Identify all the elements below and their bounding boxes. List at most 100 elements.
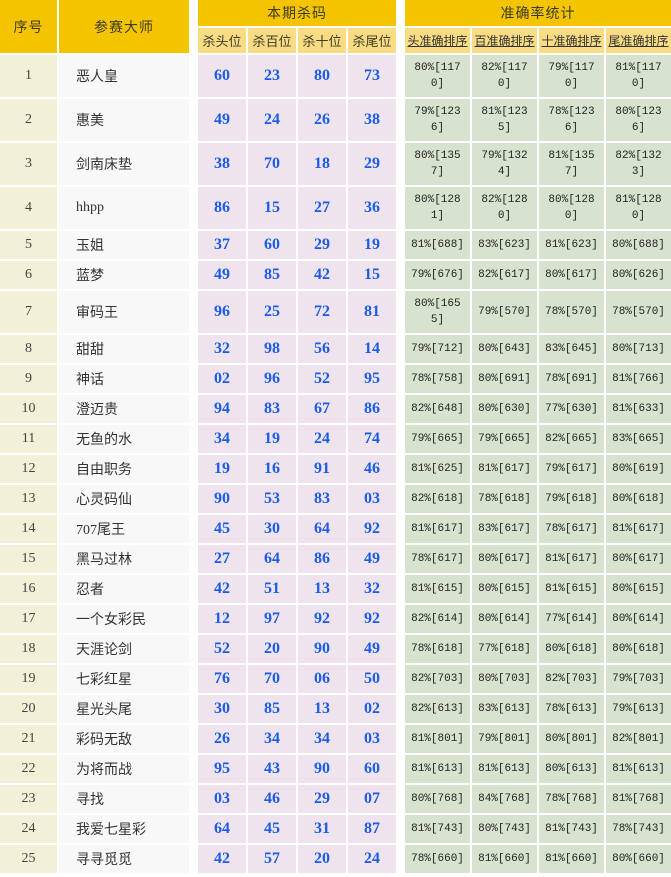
accuracy-hundreds-cell: 83%[617] <box>472 515 537 543</box>
kill-hundreds-cell: 25 <box>248 291 296 333</box>
accuracy-head-cell: 81%[613] <box>405 755 470 783</box>
row-number-cell: 14 <box>0 515 57 543</box>
kill-hundreds-cell: 57 <box>248 845 296 873</box>
header-kill-hundreds-position: 杀百位 <box>248 28 296 53</box>
kill-tens-cell: 86 <box>298 545 346 573</box>
group-divider <box>398 665 403 693</box>
group-divider <box>191 815 196 843</box>
kill-tens-cell: 90 <box>298 755 346 783</box>
table-row: 22 为将而战 95 43 90 60 81%[613] 81%[613] 80… <box>0 755 671 783</box>
kill-tens-cell: 64 <box>298 515 346 543</box>
table-row: 1 恶人皇 60 23 80 73 80%[1170] 82%[1170] 79… <box>0 55 671 97</box>
group-divider <box>398 395 403 423</box>
accuracy-hundreds-cell: 83%[623] <box>472 231 537 259</box>
kill-tail-cell: 14 <box>348 335 396 363</box>
kill-hundreds-cell: 70 <box>248 665 296 693</box>
group-divider <box>191 785 196 813</box>
accuracy-hundreds-cell: 80%[617] <box>472 545 537 573</box>
master-name-cell: 寻找 <box>59 785 189 813</box>
kill-hundreds-cell: 46 <box>248 785 296 813</box>
kill-head-cell: 26 <box>198 725 246 753</box>
master-name-cell: 七彩红星 <box>59 665 189 693</box>
group-divider <box>191 187 196 229</box>
kill-head-cell: 45 <box>198 515 246 543</box>
row-number-cell: 10 <box>0 395 57 423</box>
table-row: 25 寻寻觅觅 42 57 20 24 78%[660] 81%[660] 81… <box>0 845 671 873</box>
accuracy-tens-cell: 82%[665] <box>539 425 604 453</box>
accuracy-hundreds-cell: 79%[1324] <box>472 143 537 185</box>
accuracy-head-cell: 82%[703] <box>405 665 470 693</box>
table-row: 13 心灵码仙 90 53 83 03 82%[618] 78%[618] 79… <box>0 485 671 513</box>
header-kill-code-group: 本期杀码 <box>198 0 396 26</box>
accuracy-tail-cell: 78%[743] <box>606 815 671 843</box>
master-name-cell: 玉姐 <box>59 231 189 259</box>
accuracy-tens-cell: 78%[613] <box>539 695 604 723</box>
accuracy-head-cell: 79%[676] <box>405 261 470 289</box>
accuracy-tens-cell: 81%[1357] <box>539 143 604 185</box>
header-sort-hundreds-accuracy: 百准确排序 <box>472 28 537 53</box>
kill-tens-cell: 29 <box>298 231 346 259</box>
row-number-cell: 24 <box>0 815 57 843</box>
row-number-cell: 4 <box>0 187 57 229</box>
group-divider <box>398 231 403 259</box>
kill-tail-cell: 46 <box>348 455 396 483</box>
kill-hundreds-cell: 85 <box>248 695 296 723</box>
kill-tens-cell: 34 <box>298 725 346 753</box>
sort-tens-accuracy-link[interactable]: 十准确排序 <box>541 34 602 48</box>
accuracy-head-cell: 82%[613] <box>405 695 470 723</box>
kill-hundreds-cell: 83 <box>248 395 296 423</box>
accuracy-tens-cell: 79%[617] <box>539 455 604 483</box>
accuracy-head-cell: 79%[712] <box>405 335 470 363</box>
table-row: 19 七彩红星 76 70 06 50 82%[703] 80%[703] 82… <box>0 665 671 693</box>
accuracy-tens-cell: 80%[801] <box>539 725 604 753</box>
table-header: 序号 参赛大师 本期杀码 准确率统计 杀头位 杀百位 杀十位 杀尾位 头准确排序… <box>0 0 671 53</box>
master-name-cell: 寻寻觅觅 <box>59 845 189 873</box>
master-name-cell: hhpp <box>59 187 189 229</box>
kill-tail-cell: 19 <box>348 231 396 259</box>
accuracy-head-cell: 81%[625] <box>405 455 470 483</box>
kill-tens-cell: 27 <box>298 187 346 229</box>
accuracy-hundreds-cell: 80%[743] <box>472 815 537 843</box>
accuracy-tail-cell: 81%[617] <box>606 515 671 543</box>
accuracy-hundreds-cell: 80%[615] <box>472 575 537 603</box>
sort-head-accuracy-link[interactable]: 头准确排序 <box>407 34 468 48</box>
kill-tail-cell: 81 <box>348 291 396 333</box>
accuracy-tail-cell: 81%[768] <box>606 785 671 813</box>
table-row: 23 寻找 03 46 29 07 80%[768] 84%[768] 78%[… <box>0 785 671 813</box>
kill-tail-cell: 92 <box>348 605 396 633</box>
kill-tens-cell: 26 <box>298 99 346 141</box>
accuracy-hundreds-cell: 80%[630] <box>472 395 537 423</box>
sort-tail-accuracy-link[interactable]: 尾准确排序 <box>608 34 669 48</box>
kill-tail-cell: 07 <box>348 785 396 813</box>
kill-tail-cell: 92 <box>348 515 396 543</box>
master-name-cell: 我爱七星彩 <box>59 815 189 843</box>
kill-tens-cell: 24 <box>298 425 346 453</box>
accuracy-hundreds-cell: 78%[618] <box>472 485 537 513</box>
master-name-cell: 707尾王 <box>59 515 189 543</box>
sort-hundreds-accuracy-link[interactable]: 百准确排序 <box>474 34 535 48</box>
accuracy-head-cell: 81%[617] <box>405 515 470 543</box>
kill-hundreds-cell: 20 <box>248 635 296 663</box>
master-name-cell: 黑马过林 <box>59 545 189 573</box>
kill-tail-cell: 32 <box>348 575 396 603</box>
accuracy-hundreds-cell: 81%[660] <box>472 845 537 873</box>
group-divider <box>398 785 403 813</box>
kill-head-cell: 38 <box>198 143 246 185</box>
accuracy-head-cell: 78%[617] <box>405 545 470 573</box>
accuracy-hundreds-cell: 79%[570] <box>472 291 537 333</box>
group-divider <box>398 485 403 513</box>
kill-tens-cell: 92 <box>298 605 346 633</box>
accuracy-tens-cell: 80%[618] <box>539 635 604 663</box>
group-divider <box>191 335 196 363</box>
group-divider <box>398 335 403 363</box>
header-master-name: 参赛大师 <box>59 0 189 53</box>
accuracy-tail-cell: 81%[613] <box>606 755 671 783</box>
row-number-cell: 9 <box>0 365 57 393</box>
header-sort-tail-accuracy: 尾准确排序 <box>606 28 671 53</box>
table-row: 21 彩码无敌 26 34 34 03 81%[801] 79%[801] 80… <box>0 725 671 753</box>
kill-tail-cell: 86 <box>348 395 396 423</box>
accuracy-tens-cell: 81%[743] <box>539 815 604 843</box>
kill-head-cell: 37 <box>198 231 246 259</box>
kill-head-cell: 34 <box>198 425 246 453</box>
kill-head-cell: 86 <box>198 187 246 229</box>
